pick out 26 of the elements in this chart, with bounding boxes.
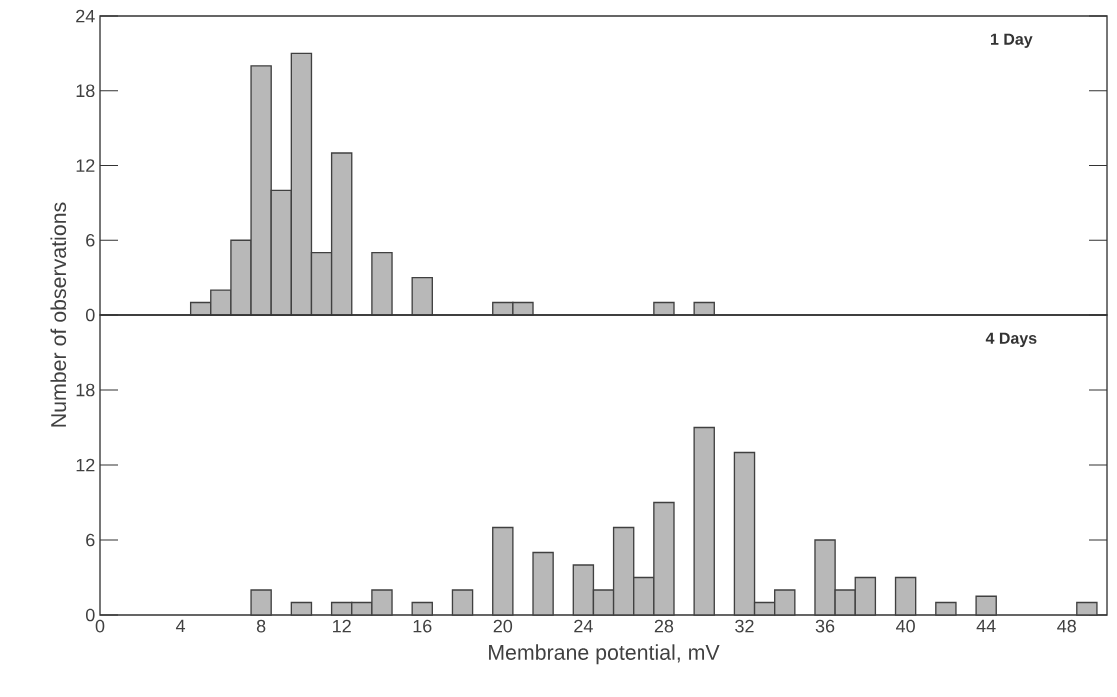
text: 4 Days: [985, 332, 1037, 348]
x-tick-label: 32: [735, 619, 754, 633]
y-tick-label: 0: [85, 308, 95, 322]
x-tick-label: 40: [896, 619, 915, 633]
x-tick-label: 20: [493, 619, 513, 633]
x-tick-label: 24: [574, 619, 593, 633]
y-axis-title: Number of observations: [50, 202, 67, 427]
x-tick-label: 0: [95, 619, 105, 633]
x-tick-label: 12: [333, 619, 351, 633]
y-tick-label: 0: [85, 608, 95, 622]
y-tick-label: 6: [86, 233, 95, 247]
x-tick-label: 4: [175, 619, 186, 633]
y-tick-label: 6: [86, 533, 95, 547]
x-tick-label: 48: [1057, 619, 1076, 633]
x-tick-label: 44: [976, 619, 996, 633]
y-tick-label: 12: [76, 159, 95, 172]
y-tick-label: 24: [76, 9, 95, 23]
y-tick-label: 12: [76, 458, 95, 472]
x-axis-title: Membrane potential, mV: [489, 644, 720, 665]
x-tick-label: 36: [815, 619, 835, 633]
text: 1 Day: [991, 33, 1033, 48]
y-tick-label: 18: [76, 383, 95, 397]
x-tick-label: 28: [654, 619, 674, 633]
x-tick-label: 8: [256, 619, 266, 633]
y-tick-label: 18: [76, 84, 95, 98]
x-tick-label: 16: [413, 619, 432, 633]
